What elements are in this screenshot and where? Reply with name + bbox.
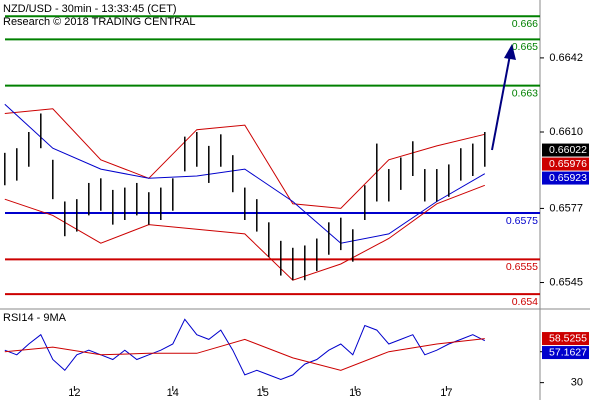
series-line (4, 103, 486, 244)
price-marker-label: 0.65923 (549, 172, 587, 184)
series-line (4, 184, 485, 281)
level-label: 0.666 (512, 18, 538, 30)
level-label: 0.6575 (506, 215, 538, 227)
price-marker-label: 57.1627 (549, 346, 587, 358)
price-marker-label: 58.5255 (549, 332, 587, 344)
x-tick-label: 12 (68, 387, 80, 399)
price-marker-label: 0.66022 (549, 144, 587, 156)
forecast-arrow (491, 54, 511, 151)
arrow-head (504, 44, 516, 60)
y-tick-label: 0.6577 (549, 202, 583, 214)
plots: 0.6545 0.6577 0.6610 0.6642 0.666 0.665 0.663 0… (4, 15, 589, 399)
price-marker-label: 0.65976 (549, 158, 587, 170)
price-marker (542, 332, 589, 346)
indicator-title: RSI14 - 9MA (3, 312, 67, 324)
x-tick-label: 17 (440, 387, 452, 399)
y-tick-label: 0.6642 (549, 52, 583, 64)
price-marker (542, 346, 589, 360)
y-tick-label: 30 (571, 377, 583, 389)
x-tick-label: 16 (349, 387, 361, 399)
chart-subtitle: Research © 2018 TRADING CENTRAL (3, 16, 196, 28)
series-line (4, 338, 485, 371)
chart-title: NZD/USD - 30min - 13:33:45 (CET) (3, 3, 177, 15)
series-line (4, 108, 485, 209)
price-marker (542, 157, 589, 171)
y-tick-label: 0.6610 (549, 126, 583, 138)
price-marker (542, 171, 589, 185)
y-tick-label: 0.6545 (549, 276, 583, 288)
level-label: 0.663 (512, 87, 538, 99)
x-tick-label: 14 (167, 387, 179, 399)
level-label: 0.6555 (506, 261, 538, 273)
level-label: 0.665 (512, 41, 538, 53)
x-tick-label: 15 (257, 387, 269, 399)
level-label: 0.654 (512, 296, 538, 308)
price-marker (542, 143, 589, 157)
